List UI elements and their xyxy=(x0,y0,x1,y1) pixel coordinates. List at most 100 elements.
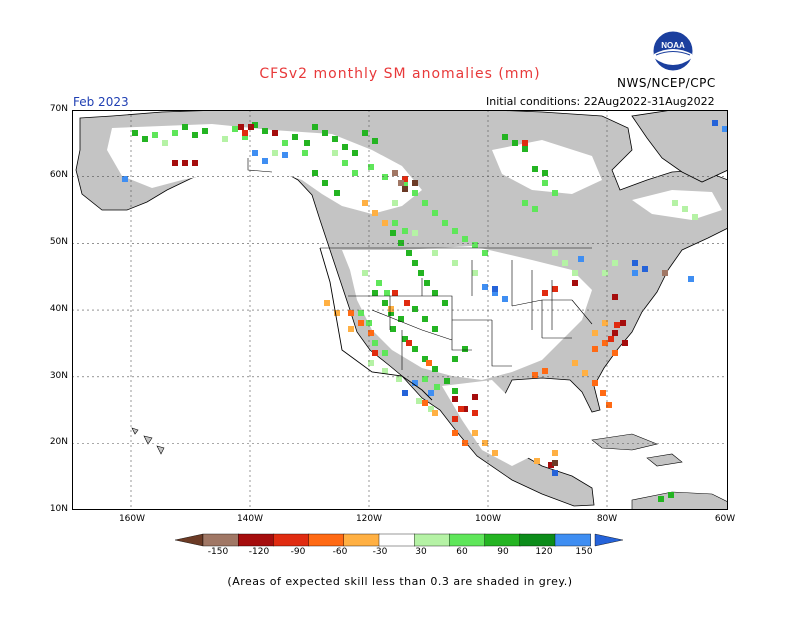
anomaly-cell xyxy=(582,370,588,376)
anomaly-cell xyxy=(532,372,538,378)
anomaly-cell xyxy=(492,286,498,292)
anomaly-cell xyxy=(324,300,330,306)
anomaly-cell xyxy=(272,150,278,156)
anomaly-cell xyxy=(352,170,358,176)
anomaly-cell xyxy=(592,330,598,336)
anomaly-cell xyxy=(388,310,394,316)
lon-label-140w: 140W xyxy=(236,514,264,524)
anomaly-cell xyxy=(472,270,478,276)
anomaly-cell xyxy=(432,366,438,372)
anomaly-cell xyxy=(348,310,354,316)
anomaly-cell xyxy=(368,330,374,336)
skilled-region-mexico xyxy=(442,380,532,466)
lon-label-100w: 100W xyxy=(474,514,502,524)
anomaly-cell xyxy=(182,124,188,130)
anomaly-cell xyxy=(542,290,548,296)
anomaly-cell xyxy=(282,140,288,146)
anomaly-cell xyxy=(632,270,638,276)
anomaly-cell xyxy=(522,146,528,152)
colorbar-swatch xyxy=(202,533,239,547)
anomaly-cell xyxy=(422,376,428,382)
anomaly-cell xyxy=(262,128,268,134)
colorbar-swatch xyxy=(238,533,275,547)
lon-label-60w: 60W xyxy=(714,514,736,524)
anomaly-cell xyxy=(334,310,340,316)
anomaly-cell xyxy=(172,130,178,136)
anomaly-cell xyxy=(492,290,498,296)
anomaly-cell xyxy=(578,256,584,262)
anomaly-cell xyxy=(432,290,438,296)
anomaly-cell xyxy=(382,368,388,374)
anomaly-cell xyxy=(434,384,440,390)
logo-text: NOAA xyxy=(661,41,685,50)
anomaly-cell xyxy=(672,200,678,206)
lat-label-50n: 50N xyxy=(49,237,68,247)
lat-label-60n: 60N xyxy=(49,170,68,180)
anomaly-cell xyxy=(302,150,308,156)
anomaly-cell xyxy=(572,280,578,286)
anomaly-cell xyxy=(562,260,568,266)
anomaly-cell xyxy=(392,220,398,226)
anomaly-cell xyxy=(492,450,498,456)
anomaly-cell xyxy=(532,166,538,172)
anomaly-cell xyxy=(392,170,398,176)
anomaly-cell xyxy=(404,300,410,306)
anomaly-cell xyxy=(542,170,548,176)
anomaly-cell xyxy=(418,270,424,276)
anomaly-cell xyxy=(552,190,558,196)
anomaly-cell xyxy=(422,200,428,206)
anomaly-cell xyxy=(388,306,394,312)
anomaly-cell xyxy=(462,406,468,412)
anomaly-cell xyxy=(376,280,382,286)
anomaly-cell xyxy=(552,470,558,476)
anomaly-cell xyxy=(552,450,558,456)
anomaly-cell xyxy=(142,136,148,142)
colorbar-swatch xyxy=(484,533,521,547)
anomaly-cell xyxy=(396,376,402,382)
anomaly-cell xyxy=(552,460,558,466)
anomaly-cell xyxy=(722,126,728,132)
anomaly-cell xyxy=(472,242,478,248)
anomaly-cell xyxy=(372,290,378,296)
anomaly-cell xyxy=(402,336,408,342)
anomaly-cell xyxy=(658,496,664,502)
anomaly-cell xyxy=(552,286,558,292)
anomaly-cell xyxy=(132,130,138,136)
anomaly-cell xyxy=(482,284,488,290)
anomaly-cell xyxy=(472,394,478,400)
anomaly-cell xyxy=(462,440,468,446)
anomaly-cell xyxy=(482,250,488,256)
anomaly-cell xyxy=(122,176,128,182)
anomaly-cell xyxy=(444,378,450,384)
anomaly-cell xyxy=(382,300,388,306)
anomaly-cell xyxy=(622,340,628,346)
anomaly-cell xyxy=(368,164,374,170)
anomaly-cell xyxy=(592,380,598,386)
colorbar xyxy=(175,533,624,547)
lat-label-20n: 20N xyxy=(49,437,68,447)
us-mexico-border xyxy=(319,247,433,401)
lat-label-40n: 40N xyxy=(49,304,68,314)
anomaly-cell xyxy=(402,390,408,396)
anomaly-cell xyxy=(402,186,408,192)
anomaly-cell xyxy=(534,458,540,464)
anomaly-cell xyxy=(432,410,438,416)
anomaly-cell xyxy=(412,346,418,352)
skilled-region-hudson xyxy=(492,140,602,194)
anomaly-cell xyxy=(422,316,428,322)
anomaly-cell xyxy=(422,400,428,406)
anomaly-cell xyxy=(482,440,488,446)
cuba-land xyxy=(591,433,658,451)
anomaly-cell xyxy=(362,130,368,136)
noaa-logo: NOAA xyxy=(652,30,694,72)
anomaly-cell xyxy=(462,346,468,352)
colorbar-swatch xyxy=(308,533,345,547)
anomaly-cell xyxy=(238,124,244,130)
map-frame xyxy=(72,110,728,510)
state-borders xyxy=(247,158,593,370)
anomaly-cell xyxy=(602,320,608,326)
anomaly-cell xyxy=(382,220,388,226)
colorbar-label: -150 xyxy=(207,547,229,557)
colorbar-swatch xyxy=(594,533,624,547)
anomaly-cell xyxy=(406,340,412,346)
